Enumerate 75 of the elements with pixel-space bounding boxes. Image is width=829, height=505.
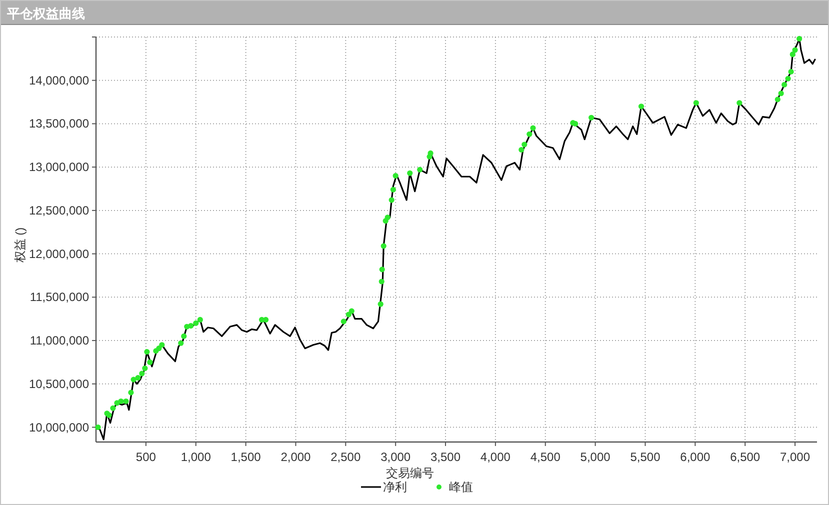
point: [181, 333, 187, 339]
point: [392, 172, 398, 179]
point: [782, 82, 788, 88]
y-tick-label: 12,500,000: [28, 203, 90, 218]
point: [379, 266, 385, 272]
point: [407, 170, 413, 176]
y-tick-label: 11,000,000: [30, 334, 90, 348]
point: [380, 243, 386, 249]
x-tick-label: 6,500: [730, 450, 760, 464]
point: [118, 398, 124, 404]
point: [530, 125, 536, 131]
point: [156, 346, 162, 352]
y-tick-label: 11,500,000: [30, 290, 90, 304]
point: [95, 424, 101, 430]
point: [340, 318, 346, 324]
point: [388, 197, 394, 203]
x-tick-label: 4,000: [480, 450, 511, 464]
y-tick-label: 12,000,000: [28, 246, 90, 261]
point: [796, 36, 802, 42]
xlabel: 交易编号: [386, 466, 434, 480]
point: [378, 301, 384, 307]
point: [588, 114, 594, 120]
point: [384, 214, 390, 220]
ylabel: 权益 (): [13, 227, 27, 263]
point: [736, 100, 742, 106]
point: [348, 308, 354, 314]
point: [390, 186, 396, 192]
x-tick-label: 6,000: [680, 450, 711, 464]
point: [526, 131, 532, 137]
x-tick-label: 7,000: [780, 450, 810, 464]
point: [139, 370, 145, 376]
point: [774, 96, 780, 102]
point: [792, 47, 798, 53]
point: [197, 316, 203, 323]
point: [193, 320, 199, 326]
point: [159, 342, 165, 348]
x-tick-label: 4,500: [530, 450, 561, 464]
point: [417, 166, 423, 172]
title: 平仓权益曲线: [7, 6, 85, 21]
point: [135, 375, 141, 381]
point: [378, 278, 384, 284]
point: [142, 365, 148, 372]
point: [147, 359, 153, 366]
point: [346, 312, 352, 318]
point: [788, 68, 794, 74]
y-tick-label: 14,000,000: [28, 73, 90, 88]
x-tick-label: 1,500: [230, 450, 262, 464]
x-tick-label: 5,500: [630, 450, 661, 464]
point: [110, 405, 116, 411]
legend-label: 净利: [383, 480, 407, 494]
x-tick-label: 5,000: [580, 450, 611, 464]
y-tick-label: 13,000,000: [28, 160, 90, 174]
x-tick-label: 2,000: [280, 450, 312, 464]
x-tick-label: 1,000: [180, 450, 212, 464]
y-tick-label: 10,000,000: [28, 420, 90, 434]
point: [522, 142, 528, 148]
y-tick-label: 13,500,000: [28, 116, 90, 131]
point: [638, 104, 644, 110]
x-tick-label: 2,500: [330, 450, 361, 464]
point: [128, 390, 134, 396]
legend-label: 峰值: [449, 480, 473, 494]
point: [123, 398, 129, 404]
point: [693, 100, 699, 106]
point: [518, 146, 524, 153]
point: [790, 52, 796, 58]
point: [144, 349, 150, 355]
y-tick-label: 10,500,000: [28, 376, 90, 391]
x-tick-label: 500: [136, 450, 156, 464]
x-tick-label: 3,000: [380, 450, 411, 464]
point: [778, 90, 784, 96]
point: [178, 340, 184, 346]
point: [572, 120, 578, 127]
x-tick-label: 3,500: [430, 450, 461, 464]
point: [188, 322, 194, 329]
point: [785, 76, 791, 82]
